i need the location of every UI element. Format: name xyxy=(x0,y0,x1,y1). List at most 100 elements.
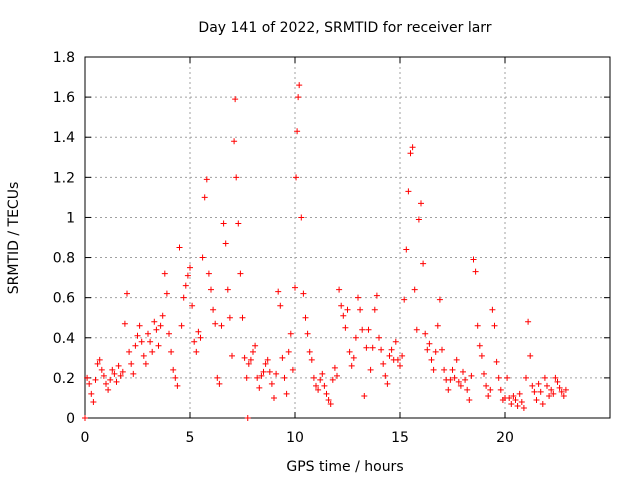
data-point xyxy=(210,306,217,313)
data-point xyxy=(82,415,88,421)
data-point xyxy=(359,326,366,333)
data-point xyxy=(159,312,166,319)
data-point xyxy=(487,386,494,393)
data-point xyxy=(411,286,418,293)
data-point xyxy=(157,322,164,329)
data-point xyxy=(424,346,431,353)
data-point xyxy=(317,376,324,383)
data-point xyxy=(451,374,458,381)
data-point xyxy=(562,386,569,393)
data-point xyxy=(147,338,154,345)
data-point xyxy=(420,260,427,267)
data-point xyxy=(300,290,307,297)
data-point xyxy=(523,374,529,381)
data-point xyxy=(329,376,336,383)
data-point xyxy=(334,372,340,379)
data-point xyxy=(250,348,256,355)
data-point xyxy=(308,356,315,363)
data-point xyxy=(119,368,126,375)
y-tick-label: 0.8 xyxy=(53,251,75,267)
data-point xyxy=(493,358,500,365)
data-point xyxy=(323,390,330,397)
data-point xyxy=(163,290,170,297)
data-point xyxy=(319,370,326,377)
data-point xyxy=(550,390,557,397)
data-point xyxy=(254,374,261,381)
data-point xyxy=(285,348,292,355)
data-point xyxy=(113,378,120,385)
data-point xyxy=(287,330,294,337)
data-point xyxy=(151,318,158,325)
data-point xyxy=(218,322,225,329)
data-point xyxy=(518,398,525,405)
y-axis-title: SRMTID / TECUs xyxy=(6,182,22,295)
data-point xyxy=(232,96,239,103)
data-point xyxy=(436,296,443,303)
data-point xyxy=(132,342,139,349)
data-point xyxy=(529,382,536,389)
data-point xyxy=(176,244,183,251)
data-point xyxy=(126,348,133,355)
data-point xyxy=(376,334,382,341)
data-point xyxy=(96,356,103,363)
data-point xyxy=(145,330,151,337)
data-point xyxy=(121,320,128,327)
data-point xyxy=(388,346,395,353)
data-point xyxy=(182,282,189,289)
data-point xyxy=(418,200,424,207)
data-point xyxy=(205,270,212,277)
data-point xyxy=(293,174,300,181)
data-point xyxy=(292,284,298,291)
data-point xyxy=(481,370,487,377)
data-point xyxy=(168,348,175,355)
data-point xyxy=(216,380,223,387)
data-point xyxy=(552,374,559,381)
data-point xyxy=(193,348,200,355)
data-point xyxy=(128,360,135,367)
data-point xyxy=(84,374,91,381)
data-point xyxy=(94,360,101,367)
data-point xyxy=(428,356,435,363)
data-point xyxy=(195,328,202,335)
data-point xyxy=(197,334,204,341)
data-point xyxy=(371,306,378,313)
data-point xyxy=(558,388,565,395)
data-point xyxy=(520,404,527,411)
data-point xyxy=(344,306,351,313)
data-point xyxy=(470,256,477,263)
data-point xyxy=(516,390,523,397)
grid-lines xyxy=(85,57,610,418)
plot-frame xyxy=(84,56,611,419)
data-point xyxy=(115,362,122,369)
data-point xyxy=(140,352,147,359)
data-point xyxy=(544,382,550,389)
data-point xyxy=(201,194,208,201)
x-tick-label: 20 xyxy=(496,430,514,446)
y-tick-label: 1 xyxy=(66,210,75,226)
data-point xyxy=(327,400,334,407)
data-point xyxy=(170,366,177,373)
data-point xyxy=(256,384,263,391)
data-point xyxy=(355,294,361,301)
data-point xyxy=(560,392,567,399)
data-point xyxy=(264,356,271,363)
data-point xyxy=(369,344,376,351)
data-point xyxy=(380,360,387,367)
data-point xyxy=(268,380,275,387)
data-point xyxy=(384,380,391,387)
x-tick-label: 15 xyxy=(391,430,409,446)
data-point xyxy=(504,374,511,381)
data-point xyxy=(199,254,206,261)
data-point xyxy=(214,374,221,381)
data-point xyxy=(464,386,471,393)
data-point xyxy=(208,286,214,293)
data-point xyxy=(107,376,114,383)
data-point xyxy=(178,322,185,329)
data-point xyxy=(172,374,179,381)
data-point xyxy=(495,374,502,381)
data-point xyxy=(295,94,302,101)
y-tick-label: 1.2 xyxy=(53,170,75,186)
data-point xyxy=(403,246,410,253)
data-point xyxy=(506,394,513,401)
data-point xyxy=(88,390,95,397)
